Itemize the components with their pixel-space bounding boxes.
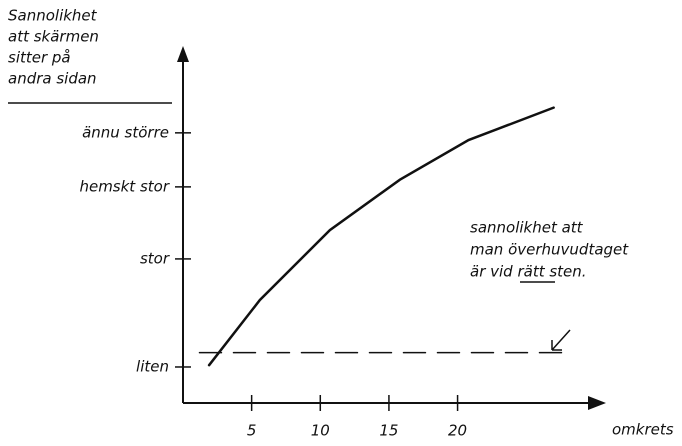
line-series — [207, 106, 555, 367]
y-axis-title: Sannolikhet — [8, 7, 98, 25]
y-axis-title: sitter på — [8, 49, 71, 67]
y-tick-label: hemskt stor — [79, 177, 169, 195]
x-arrow — [588, 396, 606, 410]
y-arrow — [177, 46, 189, 62]
x-tick-label: 5 — [247, 422, 257, 440]
x-tick-label: 10 — [311, 422, 330, 440]
y-axis-title: att skärmen — [8, 28, 99, 46]
y-tick-label: liten — [136, 357, 169, 375]
annotation: är vid rätt sten. — [470, 263, 587, 281]
x-tick-label: 15 — [379, 422, 398, 440]
annotation: man överhuvudtaget — [470, 241, 629, 259]
annotation: sannolikhet att — [470, 219, 584, 237]
x-axis-title: omkrets — [612, 421, 674, 439]
x-tick-label: 20 — [448, 422, 467, 440]
annotation-arrow — [551, 329, 571, 351]
y-axis-title: andra sidan — [8, 70, 97, 88]
y-tick-label: stor — [140, 249, 170, 267]
y-tick-label: ännu större — [82, 123, 169, 141]
